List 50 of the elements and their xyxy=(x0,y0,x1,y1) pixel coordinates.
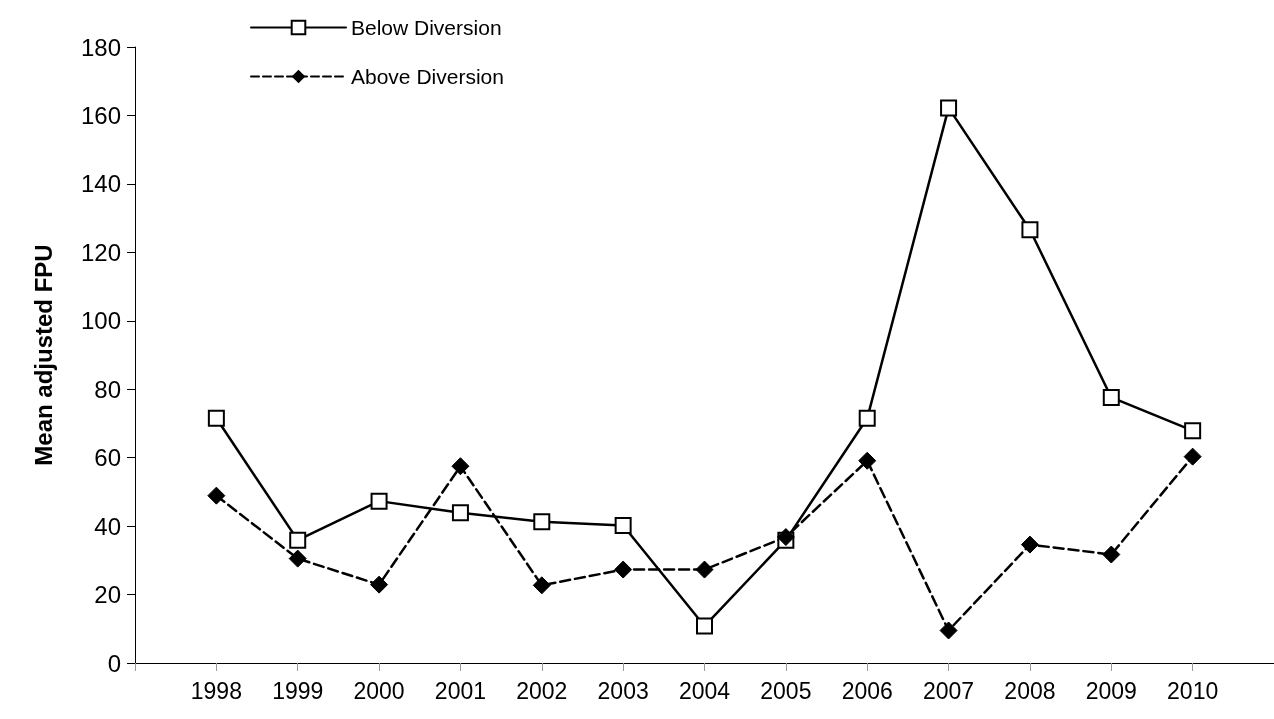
point xyxy=(1021,221,1039,239)
point xyxy=(289,531,307,549)
point xyxy=(695,560,714,579)
point xyxy=(614,516,632,534)
point xyxy=(940,99,958,117)
point xyxy=(1102,388,1120,406)
legend-label: Below Diversion xyxy=(351,16,502,39)
point xyxy=(451,457,470,476)
point xyxy=(370,575,389,594)
y-tick-label: 160 xyxy=(80,101,121,129)
x-tick-label: 2004 xyxy=(678,677,731,704)
x-tick-label: 2010 xyxy=(1167,677,1219,704)
y-tick-label: 60 xyxy=(94,444,121,472)
point xyxy=(532,576,551,595)
point xyxy=(1102,545,1121,564)
x-tick-label: 2009 xyxy=(1085,677,1137,704)
y-tick-label: 180 xyxy=(80,33,121,61)
point xyxy=(533,513,551,531)
y-tick-label: 80 xyxy=(94,375,121,403)
point xyxy=(696,617,713,635)
point xyxy=(614,560,633,579)
point xyxy=(939,621,958,640)
x-tick-label: 2005 xyxy=(760,677,812,704)
x-tick-label: 2006 xyxy=(841,677,893,704)
y-axis-title: Mean adjusted FPU xyxy=(29,244,57,466)
point xyxy=(207,409,225,427)
point xyxy=(1020,535,1039,554)
y-tick-label: 100 xyxy=(80,307,121,335)
legend-label: Above Diversion xyxy=(351,65,504,88)
point xyxy=(370,492,388,510)
y-tick-label: 40 xyxy=(94,512,121,540)
point xyxy=(1184,422,1202,440)
x-tick-label: 1999 xyxy=(272,677,324,704)
x-tick-label: 2003 xyxy=(597,677,649,704)
point xyxy=(207,486,226,505)
point xyxy=(288,549,307,568)
point xyxy=(1183,447,1202,466)
x-tick-label: 2002 xyxy=(516,677,568,704)
y-tick-label: 20 xyxy=(94,581,121,609)
x-tick-label: 2007 xyxy=(922,677,975,704)
point xyxy=(858,451,877,470)
y-tick-label: 140 xyxy=(80,170,121,198)
x-tick-label: 2008 xyxy=(1004,677,1056,704)
y-tick-label: 120 xyxy=(80,238,121,266)
point xyxy=(858,409,876,427)
y-tick-label: 0 xyxy=(107,649,121,677)
point xyxy=(451,504,469,522)
x-tick-label: 1998 xyxy=(190,677,242,704)
x-tick-label: 2001 xyxy=(434,677,487,704)
x-tick-label: 2000 xyxy=(353,677,405,704)
